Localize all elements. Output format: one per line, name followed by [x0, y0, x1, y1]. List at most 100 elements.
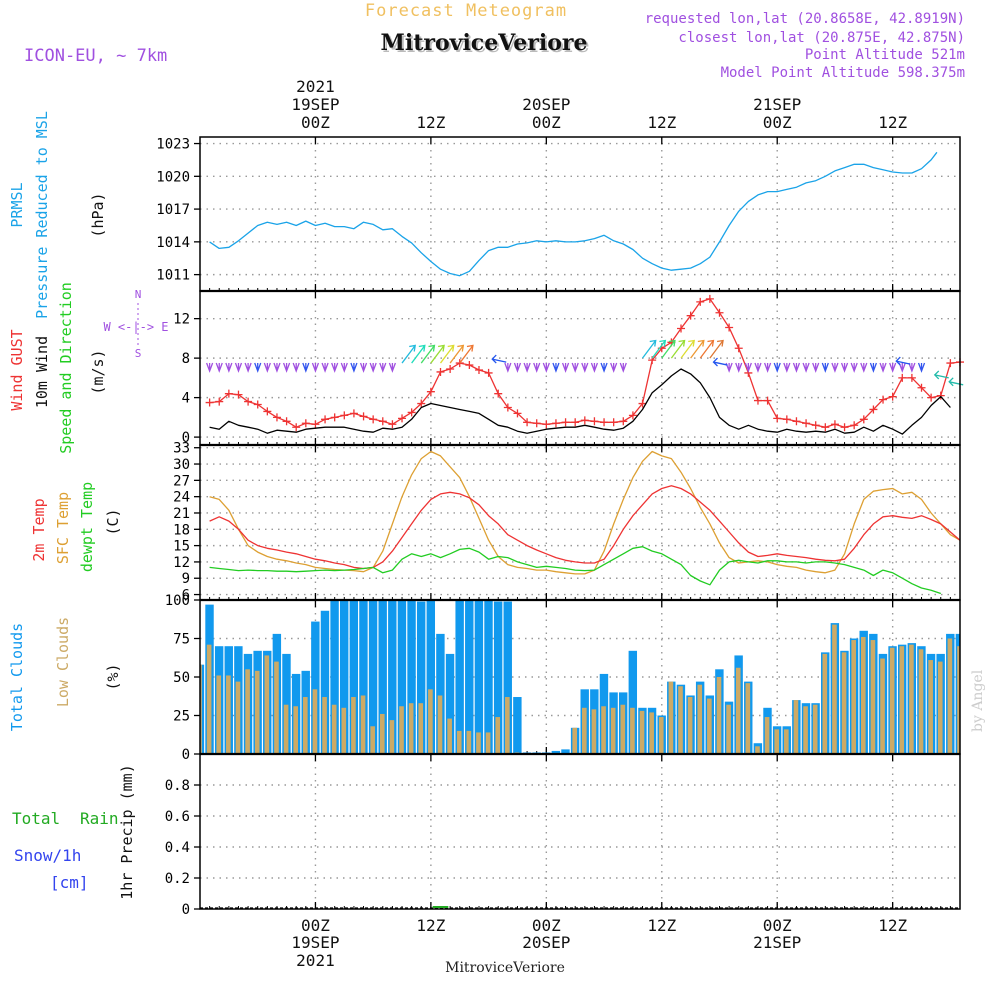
compass-s: S [135, 347, 142, 360]
low-cloud-bar [476, 732, 481, 754]
wind-arrow [860, 362, 868, 373]
gust-marker [311, 420, 320, 429]
wind-arrow [411, 344, 426, 364]
gust-marker [244, 397, 253, 406]
low-cloud-bar [697, 684, 703, 754]
precip-bar [442, 906, 449, 908]
low-cloud-bar [841, 652, 847, 754]
total-cloud-bar [368, 600, 378, 754]
y-tick-label: 15 [173, 539, 190, 555]
panel-frame [199, 444, 961, 601]
time-label-bottom: 00Z [532, 916, 561, 935]
y-tick-label: 0.6 [165, 809, 190, 825]
gust-marker [869, 405, 878, 414]
low-cloud-bar [745, 683, 751, 754]
snow-label: Snow/1h [14, 846, 81, 865]
precip-bar [437, 906, 444, 908]
low-cloud-bar [200, 664, 202, 754]
total-cloud-bar [503, 601, 512, 754]
low-cloud-bar [399, 706, 404, 754]
low-cloud-bar [582, 707, 587, 754]
panels: 1011101410171020102304812691215182124273… [156, 136, 1000, 918]
low-cloud-bar [418, 703, 424, 754]
time-label-top: 00Z [301, 113, 330, 132]
wind-arrow-transition [712, 357, 728, 367]
total-cloud-bar [551, 750, 561, 754]
low-cloud-bar [687, 697, 693, 754]
year-label-top: 2021 [296, 77, 335, 96]
y-tick-label: 100 [165, 593, 190, 609]
point-altitude: Point Altitude 521m [805, 47, 965, 63]
gust-marker [205, 398, 214, 407]
low-cloud-bar [764, 717, 770, 754]
panel-frame [199, 753, 961, 910]
y-tick-label: 0 [182, 902, 190, 918]
gust-marker [773, 414, 782, 423]
gust-marker [936, 391, 945, 400]
wind-arrow [763, 362, 772, 373]
time-label-top: 00Z [532, 113, 561, 132]
panel-wind: 0 4 8 12 [173, 290, 964, 446]
gust-marker [590, 417, 599, 426]
low-cloud-bar [996, 639, 1000, 755]
total-cloud-bar [388, 600, 397, 754]
gust-marker [436, 367, 445, 376]
gust-marker [734, 344, 743, 353]
y-tick-label: 1011 [156, 268, 190, 284]
sfc-temp-line [209, 450, 960, 575]
y-tick-label: 30 [173, 457, 190, 473]
panel-pressure: 1011 1014 1017 1020 1023 [156, 136, 961, 292]
gust-marker [426, 387, 435, 396]
low-cloud-bar [986, 662, 991, 754]
wind-arrow [430, 344, 445, 364]
gust-marker [628, 411, 637, 420]
gust-marker [715, 308, 724, 317]
wind-arrow [273, 362, 281, 373]
gust-marker [888, 392, 897, 401]
wind-arrow [571, 362, 579, 373]
year-label-bottom: 2021 [296, 951, 335, 970]
gust-marker [417, 399, 426, 408]
gust-marker [850, 421, 859, 430]
low-cloud-bar [630, 707, 635, 754]
low-cloud-bar [485, 732, 491, 754]
wind-arrow-transition [895, 356, 911, 366]
gust-marker [388, 420, 397, 429]
low-cloud-bar [572, 727, 577, 754]
gust-marker [282, 417, 291, 426]
time-label-top: 00Z [763, 113, 792, 132]
pressure-label: PRMSL [8, 182, 26, 227]
total-cloud-bar [493, 601, 503, 754]
low-cloud-bar [245, 669, 250, 754]
wind-arrow [321, 362, 329, 373]
low-cloud-bar [678, 686, 683, 754]
gust-marker [946, 359, 955, 368]
station-title: MitroviceVeriore [381, 30, 588, 56]
gust-marker [600, 418, 609, 427]
gust-marker [330, 413, 339, 422]
gust-marker [830, 420, 839, 429]
low-cloud-bar [832, 624, 837, 754]
gust-marker [234, 390, 243, 399]
gust-marker [725, 323, 734, 332]
date-label-top: 19SEP [291, 95, 339, 114]
wind-arrow [898, 362, 906, 373]
gust-marker [253, 400, 262, 409]
wind-arrow [420, 344, 436, 364]
dewpt-label: dewpt Temp [78, 482, 96, 572]
time-label-bottom: 12Z [416, 916, 445, 935]
y-tick-label: 33 [173, 441, 190, 457]
total-cloud-bar [330, 600, 339, 754]
low-cloud-bar [447, 718, 452, 754]
y-tick-label: 1014 [156, 235, 190, 251]
sfc-temp-label: SFC Temp [54, 492, 72, 564]
y-tick-label: 1023 [156, 137, 190, 153]
wind-arrow [840, 362, 849, 373]
low-cloud-bar [254, 670, 260, 754]
wind-arrow [206, 362, 214, 373]
wind-arrow [254, 362, 262, 373]
y-tick-label: 1017 [156, 202, 190, 218]
gust-marker [686, 311, 695, 320]
precip-unit: 1hr Precip (mm) [118, 764, 136, 899]
